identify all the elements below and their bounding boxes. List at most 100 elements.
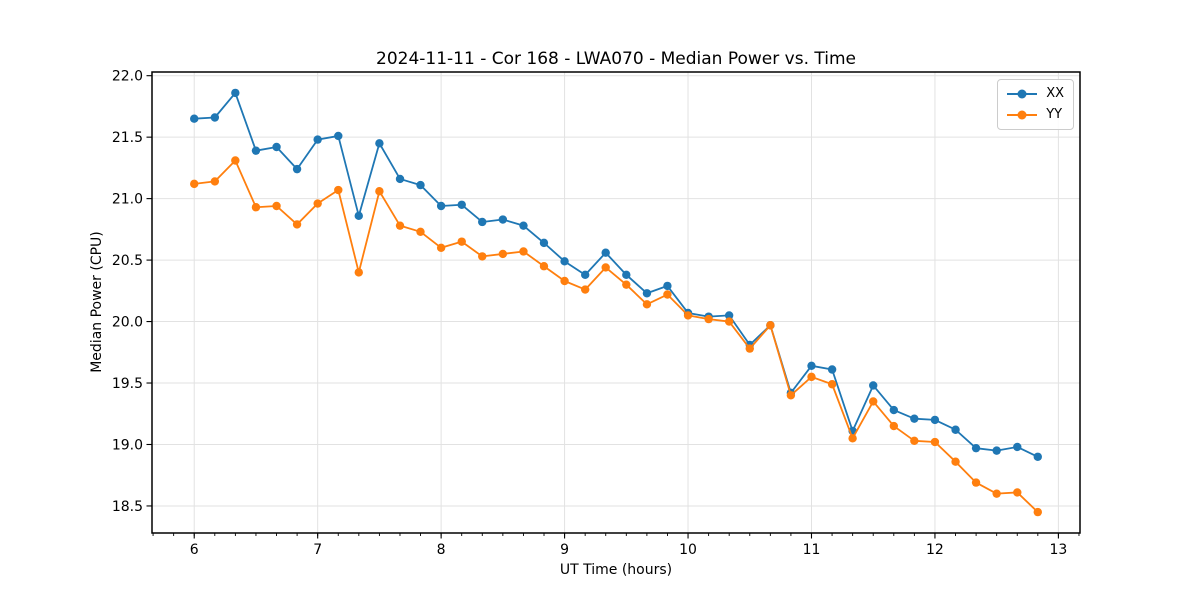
series-xx-marker xyxy=(724,311,734,320)
x-tick-label: 7 xyxy=(313,542,322,558)
series-yy-marker xyxy=(992,489,1001,498)
series-yy-marker xyxy=(848,434,857,443)
series-xx-marker xyxy=(539,238,549,248)
series-xx-marker xyxy=(457,200,466,209)
y-tick-label: 18.5 xyxy=(112,499,143,515)
series-xx-marker xyxy=(292,164,302,174)
legend: XX YY xyxy=(997,79,1074,130)
legend-label-xx: XX xyxy=(1046,86,1064,101)
y-tick-label: 22.0 xyxy=(112,69,143,85)
series-xx-marker xyxy=(930,415,940,425)
series-yy-marker xyxy=(745,344,754,353)
y-axis-label: Median Power (CPU) xyxy=(89,231,105,373)
series-yy-marker xyxy=(663,290,672,299)
series-yy-marker xyxy=(498,249,508,259)
series-yy-marker xyxy=(292,220,302,229)
series-yy-marker xyxy=(190,179,199,189)
series-yy-marker xyxy=(395,221,405,230)
yy-series-sample-icon xyxy=(1007,109,1038,121)
yy-marker-icon xyxy=(1017,110,1027,120)
x-tick-label: 9 xyxy=(560,542,569,558)
y-tick-label: 19.5 xyxy=(112,376,143,392)
series-xx-marker xyxy=(190,114,199,123)
series-xx-marker xyxy=(560,257,569,266)
series-xx-line xyxy=(194,92,1039,458)
series-yy-marker xyxy=(1013,488,1022,497)
series-xx-marker xyxy=(313,135,322,144)
series-xx-marker xyxy=(1013,442,1022,452)
series-yy-marker xyxy=(601,263,610,272)
chart-title: 2024-11-11 - Cor 168 - LWA070 - Median P… xyxy=(376,49,856,69)
series-yy-marker xyxy=(519,247,528,256)
series-yy-marker xyxy=(272,201,281,211)
series-yy-marker xyxy=(642,300,652,309)
series-yy-marker xyxy=(375,187,384,196)
series-xx-marker xyxy=(581,270,590,280)
series-xx-marker xyxy=(354,211,363,221)
series-yy-marker xyxy=(560,276,569,286)
series-yy-marker xyxy=(807,372,816,382)
x-tick-label: 11 xyxy=(803,542,821,558)
legend-label-yy: YY xyxy=(1046,107,1063,122)
series-yy-marker xyxy=(827,380,837,389)
series-xx-marker xyxy=(869,381,878,390)
y-tick-label: 21.0 xyxy=(112,192,143,208)
series-xx-marker xyxy=(375,139,384,148)
series-yy-marker xyxy=(354,268,363,277)
series-xx-marker xyxy=(436,201,446,211)
series-yy-marker xyxy=(724,317,734,326)
series-xx-marker xyxy=(395,174,405,184)
x-tick-label: 8 xyxy=(437,542,446,558)
series-yy-marker xyxy=(1033,507,1042,517)
series-xx-marker xyxy=(519,221,528,230)
series-xx-marker xyxy=(478,217,487,227)
y-tick-label: 20.5 xyxy=(112,253,143,269)
series-yy-marker xyxy=(622,280,631,289)
xx-marker-icon xyxy=(1017,89,1027,99)
series-yy-marker xyxy=(766,321,775,330)
series-yy-marker xyxy=(889,421,899,431)
x-tick-label: 10 xyxy=(679,542,697,558)
series-yy-marker xyxy=(910,436,919,445)
series-xx-marker xyxy=(210,113,220,122)
series-yy-marker xyxy=(581,285,590,294)
series-yy-marker xyxy=(334,185,343,195)
series-xx-marker xyxy=(642,289,652,298)
series-yy-marker xyxy=(683,311,693,320)
series-yy-marker xyxy=(539,262,549,271)
series-yy-line xyxy=(194,159,1039,513)
series-xx-marker xyxy=(251,146,261,155)
series-yy-marker xyxy=(478,252,487,261)
series-xx-marker xyxy=(971,443,981,453)
x-tick-label: 13 xyxy=(1049,542,1067,558)
plot-border xyxy=(151,71,1081,534)
legend-item-xx: XX xyxy=(1007,84,1064,104)
series-xx-marker xyxy=(601,248,610,257)
series-yy-marker xyxy=(313,199,322,208)
series-xx-marker xyxy=(951,425,960,434)
series-xx-marker xyxy=(1033,452,1042,461)
series-yy-marker xyxy=(457,237,466,246)
series-yy-marker xyxy=(704,314,713,324)
series-xx-marker xyxy=(416,180,425,190)
series-yy-marker xyxy=(251,203,261,212)
y-tick-label: 20.0 xyxy=(112,315,143,331)
y-tick-label: 19.0 xyxy=(112,437,143,453)
series-yy-marker xyxy=(786,391,796,400)
series-xx-marker xyxy=(622,270,631,280)
series-xx-marker xyxy=(889,405,899,415)
series-xx-marker xyxy=(910,414,919,423)
series-yy-marker xyxy=(930,437,940,447)
x-tick-label: 6 xyxy=(190,542,199,558)
xx-series-sample-icon xyxy=(1007,88,1038,100)
x-tick-label: 12 xyxy=(926,542,944,558)
x-axis-label: UT Time (hours) xyxy=(559,562,673,578)
series-xx-marker xyxy=(827,365,837,374)
series-xx-marker xyxy=(807,361,816,371)
series-xx-marker xyxy=(272,142,281,152)
series-xx-marker xyxy=(334,131,343,141)
series-yy-marker xyxy=(210,177,220,186)
series-yy-marker xyxy=(416,227,425,237)
